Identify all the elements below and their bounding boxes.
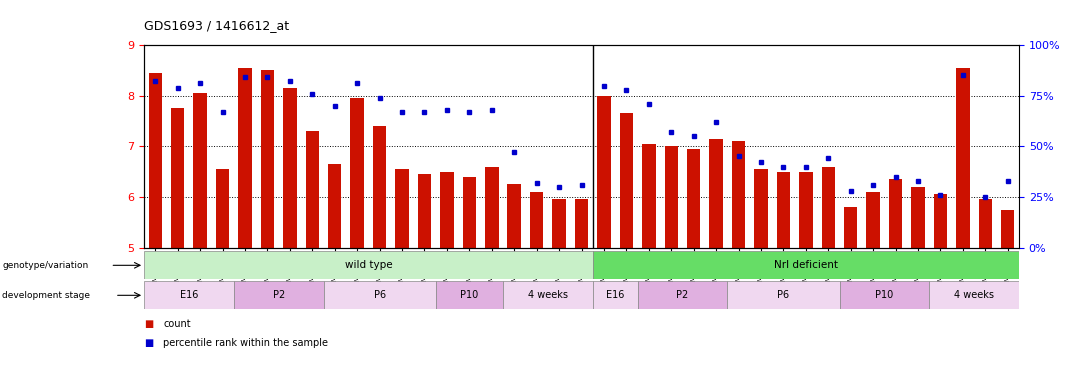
Text: P6: P6 (778, 290, 790, 300)
Text: 4 weeks: 4 weeks (954, 290, 994, 300)
Bar (866, 192, 880, 248)
Text: Nrl deficient: Nrl deficient (774, 260, 838, 270)
Bar (260, 70, 274, 248)
Bar (728, 281, 840, 309)
Bar (840, 281, 929, 309)
Bar (485, 166, 498, 248)
Bar (234, 281, 323, 309)
Bar (620, 113, 633, 248)
Bar (305, 131, 319, 248)
Bar (441, 171, 453, 248)
Text: P10: P10 (875, 290, 893, 300)
Bar (978, 200, 992, 248)
Bar (710, 139, 722, 248)
Bar (530, 192, 543, 248)
Text: ■: ■ (144, 320, 154, 329)
Bar (435, 281, 503, 309)
Text: development stage: development stage (2, 291, 90, 300)
Bar (754, 169, 768, 248)
Bar (822, 166, 835, 248)
Text: 4 weeks: 4 weeks (528, 290, 568, 300)
Bar (638, 281, 728, 309)
Bar (144, 281, 234, 309)
Text: GDS1693 / 1416612_at: GDS1693 / 1416612_at (144, 19, 289, 32)
Bar (350, 98, 364, 248)
Bar (593, 251, 1019, 279)
Bar (148, 73, 162, 248)
Bar (687, 149, 700, 248)
Text: count: count (163, 320, 191, 329)
Bar (395, 169, 409, 248)
Bar (463, 177, 476, 248)
Bar (144, 251, 593, 279)
Bar (216, 169, 229, 248)
Bar (508, 184, 521, 248)
Text: P10: P10 (460, 290, 478, 300)
Bar (732, 141, 745, 248)
Text: P6: P6 (373, 290, 385, 300)
Bar (642, 144, 655, 248)
Bar (934, 194, 947, 248)
Text: ■: ■ (144, 338, 154, 348)
Text: P2: P2 (676, 290, 688, 300)
Bar (418, 174, 431, 248)
Bar (553, 200, 566, 248)
Bar (575, 200, 588, 248)
Bar (929, 281, 1019, 309)
Text: E16: E16 (179, 290, 198, 300)
Bar (665, 146, 678, 248)
Bar (593, 281, 638, 309)
Bar (171, 108, 185, 248)
Text: wild type: wild type (345, 260, 393, 270)
Bar (238, 68, 252, 248)
Text: P2: P2 (272, 290, 285, 300)
Bar (956, 68, 970, 248)
Bar (799, 171, 813, 248)
Bar (889, 179, 903, 248)
Bar (844, 207, 858, 248)
Bar (777, 171, 791, 248)
Bar (503, 281, 593, 309)
Bar (283, 88, 297, 248)
Bar (323, 281, 435, 309)
Bar (328, 164, 341, 248)
Bar (372, 126, 386, 248)
Bar (193, 93, 207, 248)
Text: percentile rank within the sample: percentile rank within the sample (163, 338, 329, 348)
Bar (1001, 210, 1015, 248)
Bar (911, 187, 925, 248)
Text: E16: E16 (606, 290, 624, 300)
Text: genotype/variation: genotype/variation (2, 261, 89, 270)
Bar (598, 96, 610, 248)
